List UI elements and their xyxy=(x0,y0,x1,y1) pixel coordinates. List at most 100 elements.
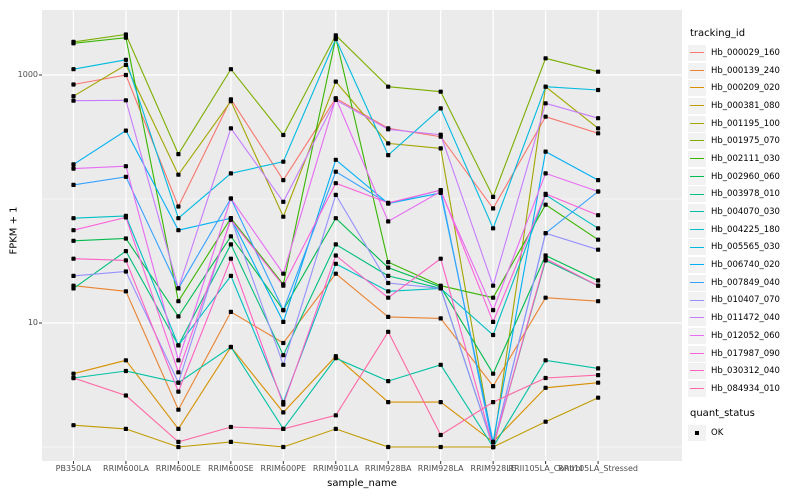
legend-key-swatch xyxy=(688,239,706,256)
legend-label: Hb_000029_160 xyxy=(711,47,780,58)
data-point xyxy=(281,353,286,358)
data-point xyxy=(123,128,128,133)
data-point xyxy=(438,106,443,111)
data-point xyxy=(281,132,286,138)
legend: tracking_id Hb_000029_160 Hb_000139_240 Hb… xyxy=(688,28,798,441)
legend-key-line-icon xyxy=(690,264,704,266)
legend-key-swatch xyxy=(688,97,706,114)
legend-key-swatch xyxy=(688,363,706,380)
data-point xyxy=(123,269,128,274)
data-point xyxy=(333,192,338,197)
data-point xyxy=(543,84,548,89)
data-point xyxy=(71,228,76,233)
data-point xyxy=(228,242,233,247)
data-point xyxy=(438,362,443,367)
data-point xyxy=(543,375,548,381)
legend-key-line-icon xyxy=(690,140,704,142)
y-tick-label-10: 10 xyxy=(27,318,38,327)
data-point xyxy=(176,314,181,319)
data-point xyxy=(333,426,338,431)
legend-key-line-icon xyxy=(690,228,704,230)
legend-label: Hb_010407_070 xyxy=(711,295,780,306)
legend-quant-status: quant_status OK xyxy=(688,408,798,442)
data-point xyxy=(123,393,128,398)
legend-label: Hb_007849_040 xyxy=(711,277,780,288)
x-tick-label-RRII105LA_Stressed: RRII105LA_Stressed xyxy=(558,464,638,473)
data-point xyxy=(543,56,548,61)
legend-key-line-icon xyxy=(690,388,704,390)
data-point xyxy=(438,286,443,291)
legend-key-line-icon xyxy=(690,299,704,301)
data-point xyxy=(543,191,548,196)
data-point xyxy=(386,153,391,158)
data-point xyxy=(596,131,601,136)
legend-item-Hb_003978_010: Hb_003978_010 xyxy=(688,186,798,204)
legend-label: Hb_012052_060 xyxy=(711,330,780,341)
legend-title-tracking-id: tracking_id xyxy=(690,28,746,39)
data-point xyxy=(438,89,443,94)
legend-key-line-icon xyxy=(690,158,704,160)
data-point xyxy=(176,389,181,394)
legend-key-line-icon xyxy=(690,52,704,54)
data-point xyxy=(596,69,601,74)
data-point xyxy=(333,271,338,276)
legend-key-swatch xyxy=(688,115,706,132)
data-point xyxy=(596,126,601,131)
data-point xyxy=(71,273,76,278)
data-point xyxy=(71,375,76,381)
data-point xyxy=(386,444,391,450)
data-point xyxy=(491,444,496,450)
data-point xyxy=(386,379,391,384)
data-point xyxy=(438,188,443,193)
data-point xyxy=(543,149,548,154)
legend-item-Hb_011472_040: Hb_011472_040 xyxy=(688,309,798,327)
data-point xyxy=(281,362,286,367)
legend-label: Hb_003978_010 xyxy=(711,189,780,200)
legend-key-line-icon xyxy=(690,105,704,107)
data-point xyxy=(281,402,286,407)
data-point xyxy=(491,371,496,376)
data-point xyxy=(491,226,496,231)
data-point xyxy=(596,237,601,242)
data-point xyxy=(596,116,601,121)
panel-background xyxy=(42,10,682,461)
data-point xyxy=(596,283,601,288)
legend-item-Hb_001195_100: Hb_001195_100 xyxy=(688,115,798,133)
data-point xyxy=(333,242,338,247)
legend-item-Hb_084934_010: Hb_084934_010 xyxy=(688,380,798,398)
data-point xyxy=(71,182,76,187)
legend-key-line-icon xyxy=(690,175,704,177)
x-tick-label-PB350LA: PB350LA xyxy=(55,464,92,473)
data-point xyxy=(438,400,443,405)
legend-key-swatch xyxy=(688,345,706,362)
data-point xyxy=(176,204,181,209)
data-point xyxy=(123,62,128,67)
data-point xyxy=(491,400,496,405)
data-point xyxy=(123,174,128,179)
data-point xyxy=(228,344,233,350)
data-point xyxy=(281,159,286,164)
data-point xyxy=(438,132,443,137)
legend-item-Hb_001975_070: Hb_001975_070 xyxy=(688,132,798,150)
data-point xyxy=(123,368,128,374)
data-point xyxy=(281,271,286,276)
data-point xyxy=(176,444,181,450)
legend-key-line-icon xyxy=(690,281,704,283)
data-point xyxy=(386,127,391,132)
data-point xyxy=(333,261,338,266)
data-point xyxy=(281,340,286,346)
legend-label: Hb_000209_020 xyxy=(711,83,780,94)
legend-key-line-icon xyxy=(690,317,704,319)
data-point xyxy=(123,35,128,40)
x-tick-label-RRIM600PE: RRIM600PE xyxy=(260,464,307,473)
data-point xyxy=(386,314,391,319)
data-point xyxy=(281,199,286,204)
data-point xyxy=(176,370,181,375)
data-point xyxy=(333,36,338,42)
legend-key-swatch xyxy=(688,310,706,327)
legend-label: Hb_000139_240 xyxy=(711,65,780,76)
legend-label: Hb_002960_060 xyxy=(711,171,780,182)
legend-label: Hb_005565_030 xyxy=(711,242,780,253)
legend-key-swatch xyxy=(688,168,706,185)
legend-key-line-icon xyxy=(690,122,704,124)
